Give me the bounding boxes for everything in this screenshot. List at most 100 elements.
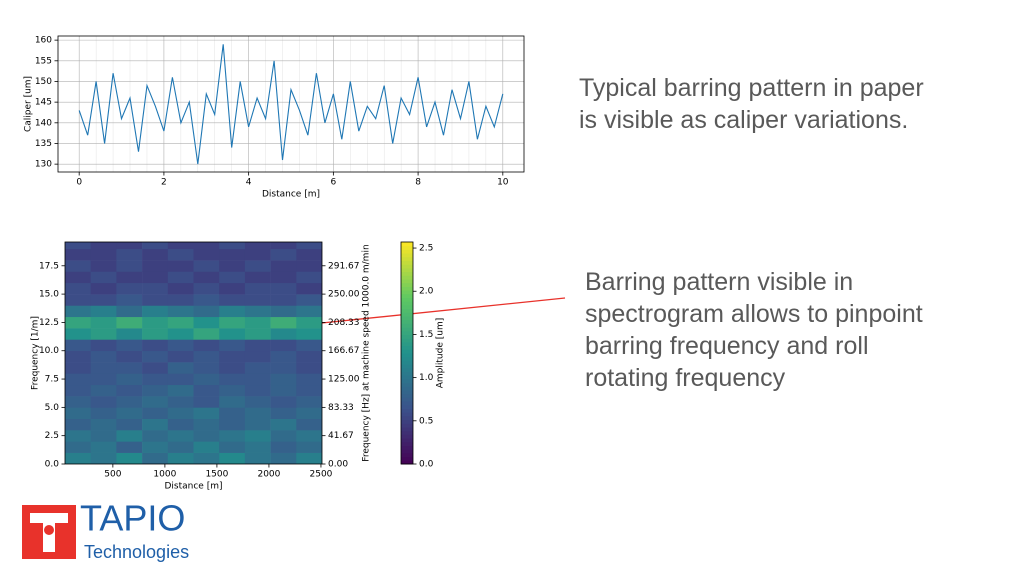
cell — [296, 242, 322, 250]
cell — [193, 441, 220, 453]
cell — [270, 418, 297, 431]
cell — [167, 316, 194, 329]
cell — [270, 362, 297, 374]
colorbar-step — [401, 353, 413, 358]
cell — [142, 282, 169, 295]
y-tick-label: 7.5 — [45, 375, 59, 385]
cell — [270, 384, 297, 397]
y2-tick-label: 208.33 — [328, 318, 360, 328]
cell — [296, 441, 322, 453]
colorbar-step — [401, 323, 413, 328]
cell — [296, 373, 322, 386]
cell — [219, 260, 246, 272]
cell — [90, 339, 117, 352]
cell — [296, 339, 322, 352]
cell — [65, 430, 91, 442]
cell — [65, 294, 91, 306]
cell — [116, 242, 143, 250]
cell — [116, 430, 143, 442]
colorbar-step — [401, 242, 413, 247]
x-tick-label: 8 — [415, 178, 421, 188]
cell — [193, 407, 220, 419]
colorbar-step — [401, 327, 413, 332]
colorbar-step — [401, 415, 413, 421]
note-line: Typical barring pattern in paper — [579, 74, 924, 102]
colorbar-step — [401, 430, 413, 435]
cell — [167, 294, 194, 306]
colorbar-step — [401, 390, 413, 395]
cell — [244, 282, 271, 295]
colorbar-step — [401, 360, 413, 365]
cell — [167, 350, 194, 363]
cell — [219, 396, 246, 408]
heatmap — [65, 242, 322, 464]
cell — [270, 316, 297, 329]
cell — [90, 282, 117, 295]
cell — [90, 260, 117, 272]
cell — [167, 452, 194, 464]
cell — [193, 339, 220, 352]
colorbar-step — [401, 345, 413, 350]
colorbar-step — [401, 404, 413, 409]
cell — [116, 271, 143, 284]
cell — [65, 396, 91, 408]
cell — [296, 248, 322, 261]
cell — [65, 242, 91, 250]
cell — [193, 350, 220, 363]
colorbar-step — [401, 397, 413, 402]
y-axis-label: Caliper [um] — [24, 76, 34, 132]
cell — [270, 407, 297, 419]
cell — [65, 373, 91, 386]
cell — [296, 396, 322, 408]
colorbar-step — [401, 290, 413, 295]
cell — [270, 452, 297, 464]
colorbar-tick-label: 1.0 — [419, 373, 434, 383]
cell — [167, 242, 194, 250]
y-tick-label: 135 — [35, 139, 52, 149]
cell — [193, 248, 220, 261]
cell — [270, 271, 297, 284]
colorbar-step — [401, 264, 413, 269]
cell — [167, 362, 194, 374]
y-tick-label: 10.0 — [39, 346, 59, 356]
cell — [219, 339, 246, 352]
cell — [244, 339, 271, 352]
cell — [219, 282, 246, 295]
cell — [65, 418, 91, 431]
cell — [90, 407, 117, 419]
colorbar-step — [401, 256, 413, 261]
cell — [270, 430, 297, 442]
cell — [219, 350, 246, 363]
cell — [90, 271, 117, 284]
cell — [142, 407, 169, 419]
colorbar-step — [401, 364, 413, 369]
cell — [90, 316, 117, 329]
cell — [219, 418, 246, 431]
colorbar-step — [401, 275, 413, 280]
colorbar-step — [401, 408, 413, 413]
cell — [296, 350, 322, 363]
cell — [219, 441, 246, 453]
cell — [142, 328, 169, 340]
cell — [90, 384, 117, 397]
cell — [116, 328, 143, 340]
cell — [142, 294, 169, 306]
y-tick-label: 17.5 — [39, 261, 59, 271]
colorbar-step — [401, 312, 413, 317]
cell — [244, 260, 271, 272]
cell — [142, 384, 169, 397]
colorbar-step — [401, 304, 413, 310]
cell — [65, 339, 91, 352]
colorbar-step — [401, 245, 413, 250]
y-tick-label: 5.0 — [45, 403, 60, 413]
cell — [90, 362, 117, 374]
colorbar-step — [401, 319, 413, 324]
cell — [65, 384, 91, 397]
cell — [270, 294, 297, 306]
cell — [116, 316, 143, 329]
cell — [244, 373, 271, 386]
note-line: barring frequency and roll — [585, 332, 869, 360]
cell — [142, 248, 169, 261]
cell — [219, 242, 246, 250]
x-tick-label: 2 — [161, 178, 167, 188]
